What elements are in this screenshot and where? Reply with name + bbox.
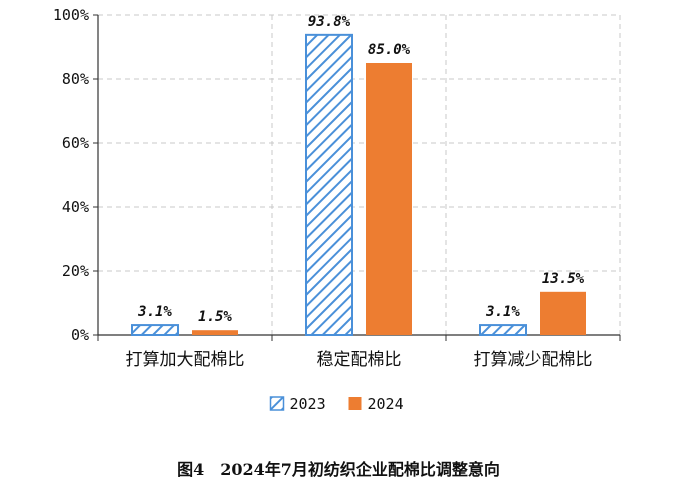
bar-2023 — [479, 324, 527, 336]
y-tick-label: 20% — [62, 262, 89, 280]
y-tick-label: 60% — [62, 134, 89, 152]
bar-2024 — [192, 330, 238, 335]
legend: 2023 2024 — [269, 395, 404, 413]
figure-caption: 图4 2024年7月初纺织企业配棉比调整意向 — [177, 460, 500, 479]
bars — [131, 33, 586, 337]
grid-lines — [98, 14, 621, 335]
legend-swatch — [348, 397, 362, 410]
y-tick-label: 40% — [62, 198, 89, 216]
data-label: 3.1% — [485, 304, 520, 320]
legend-label: 2024 — [368, 395, 404, 413]
data-label: 1.5% — [198, 309, 232, 325]
x-tick-label: 打算加大配棉比 — [126, 350, 245, 370]
data-label: 3.1% — [137, 304, 172, 320]
data-label: 93.8% — [308, 14, 351, 30]
legend-label: 2023 — [290, 395, 326, 413]
data-label: 13.5% — [542, 271, 585, 287]
legend-swatch — [269, 396, 285, 411]
bar-2024 — [540, 291, 586, 335]
x-tick-label: 打算减少配棉比 — [474, 350, 593, 370]
bar-2024 — [366, 63, 412, 335]
y-tick-label: 0% — [71, 326, 89, 344]
y-tick-label: 80% — [62, 70, 89, 88]
data-label: 85.0% — [368, 42, 411, 58]
y-tick-label: 100% — [53, 6, 89, 24]
x-tick-label: 稳定配棉比 — [317, 350, 402, 370]
axes: 0% 20% 40% 60% 80% 100% 打算加大配棉比 稳定配棉比 打算减少配棉比 — [53, 6, 621, 370]
bar-2023 — [305, 33, 353, 337]
data-labels: 3.1% 93.8% 3.1% 1.5% 85.0% 13.5% — [137, 14, 584, 325]
bar-2023 — [131, 324, 179, 336]
